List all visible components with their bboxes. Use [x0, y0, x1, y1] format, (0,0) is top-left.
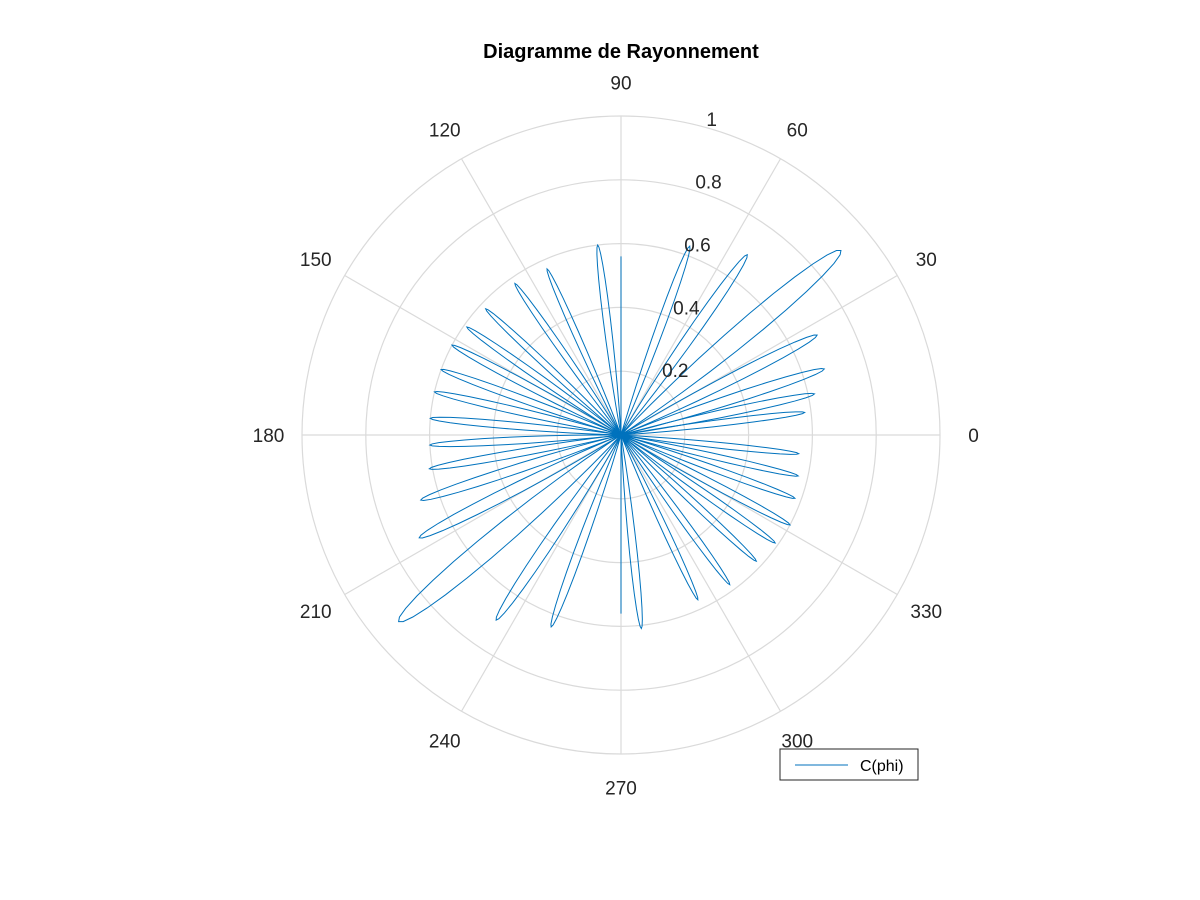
legend: C(phi) — [779, 748, 919, 781]
radial-tick-labels: 0.2 0.4 0.6 0.8 1 — [662, 110, 722, 382]
lobe-6 — [620, 245, 691, 436]
lobe-11 — [465, 326, 622, 436]
lobe-8 — [546, 267, 622, 436]
lobe-19 — [418, 434, 622, 539]
lobe-15 — [429, 416, 622, 436]
lobe-1 — [620, 392, 816, 436]
theta-tick-label-180: 180 — [253, 426, 285, 447]
r-tick-label-1: 0.4 — [673, 298, 700, 319]
lobe-24 — [620, 434, 699, 602]
theta-tick-label-60: 60 — [787, 121, 808, 142]
lobe-26 — [620, 434, 758, 563]
theta-tick-label-240: 240 — [429, 731, 461, 752]
theta-tick-label-330: 330 — [910, 602, 942, 623]
lobe-14 — [433, 391, 622, 436]
lobe-2 — [620, 367, 826, 436]
lobe-30 — [620, 434, 800, 477]
legend-entry-c-phi: C(phi) — [860, 758, 904, 775]
theta-tick-label-270: 270 — [605, 778, 637, 799]
theta-tick-label-30: 30 — [916, 250, 937, 271]
lobe-18 — [419, 434, 622, 501]
lobe-23 — [620, 434, 643, 630]
data-series-layer — [398, 243, 842, 630]
lobe-5 — [620, 253, 748, 436]
lobe-7 — [596, 243, 622, 436]
lobe-28 — [620, 434, 792, 526]
lobe-27 — [620, 434, 777, 544]
r-tick-label-3: 0.8 — [695, 173, 721, 194]
theta-tick-label-210: 210 — [300, 602, 332, 623]
lobe-13 — [439, 368, 622, 436]
lobe-31 — [620, 434, 801, 455]
lobe-3 — [620, 334, 819, 436]
theta-tick-label-90: 90 — [610, 74, 631, 95]
chart-title: Diagramme de Rayonnement — [483, 41, 759, 63]
lobe-16 — [428, 434, 622, 448]
lobe-9 — [514, 282, 622, 436]
theta-tick-label-120: 120 — [429, 121, 461, 142]
lobe-12 — [450, 344, 622, 436]
lobe-21 — [495, 434, 622, 621]
theta-tick-label-150: 150 — [300, 250, 332, 271]
theta-tick-label-300: 300 — [781, 731, 813, 752]
lobe-20 — [398, 434, 622, 623]
lobe-22 — [550, 434, 622, 628]
lobe-29 — [620, 434, 797, 499]
r-tick-label-0: 0.2 — [662, 361, 688, 382]
lobe-25 — [620, 434, 731, 586]
lobe-10 — [484, 307, 622, 436]
lobe-4 — [620, 249, 842, 436]
lobe-17 — [428, 434, 622, 470]
angular-tick-labels: 0 30 60 90 120 150 180 210 240 270 300 330 — [253, 74, 979, 800]
r-tick-label-4: 1 — [706, 110, 717, 131]
r-tick-label-2: 0.6 — [684, 236, 710, 257]
theta-tick-label-0: 0 — [968, 426, 979, 447]
